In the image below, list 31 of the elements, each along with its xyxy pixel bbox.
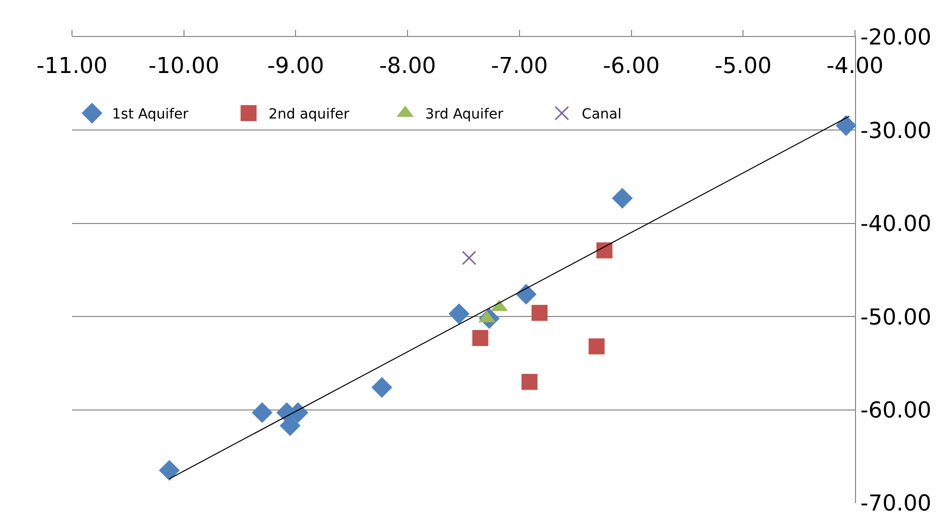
legend-label: 2nd aquifer — [268, 106, 350, 123]
point — [448, 303, 470, 324]
y-tick-label: -40.00 — [860, 212, 932, 238]
y-tick-label: -50.00 — [860, 305, 932, 330]
point — [252, 402, 273, 423]
x-tick-label: -11.00 — [36, 54, 108, 79]
point — [462, 250, 476, 266]
point — [472, 330, 488, 346]
legend-label: 1st Aquifer — [112, 106, 189, 123]
x-tick-label: -5.00 — [714, 54, 772, 79]
y-tick-label: -20.00 — [860, 26, 932, 51]
point — [612, 188, 633, 209]
point — [596, 242, 612, 258]
x-tick-label: -6.00 — [602, 54, 660, 79]
x-tick-label: -10.00 — [148, 54, 220, 79]
point — [836, 115, 856, 136]
point — [522, 374, 538, 390]
x-tick-label: -9.00 — [267, 54, 324, 79]
legend-label: 3rd Aquifer — [425, 106, 504, 123]
x-tick-label: -4.00 — [826, 54, 884, 79]
y-tick-label: -60.00 — [860, 398, 932, 424]
point — [532, 304, 548, 321]
y-tick-label: -30.00 — [860, 118, 932, 144]
legend-label: Canal — [582, 106, 622, 123]
point — [371, 377, 392, 398]
x-tick-label: -8.00 — [379, 54, 436, 79]
x-tick-label: -7.00 — [490, 54, 548, 79]
point — [516, 284, 537, 305]
point — [158, 460, 180, 481]
y-tick-label: -70.00 — [860, 492, 932, 517]
point — [588, 338, 605, 354]
